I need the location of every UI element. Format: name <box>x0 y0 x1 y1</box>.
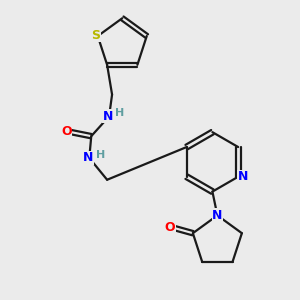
Text: N: N <box>238 170 248 183</box>
Text: N: N <box>83 152 94 164</box>
Text: N: N <box>103 110 113 123</box>
Text: S: S <box>91 28 100 41</box>
Text: H: H <box>96 150 105 160</box>
Text: N: N <box>212 209 223 222</box>
Text: H: H <box>116 108 124 118</box>
Text: O: O <box>61 125 72 138</box>
Text: O: O <box>165 221 176 234</box>
